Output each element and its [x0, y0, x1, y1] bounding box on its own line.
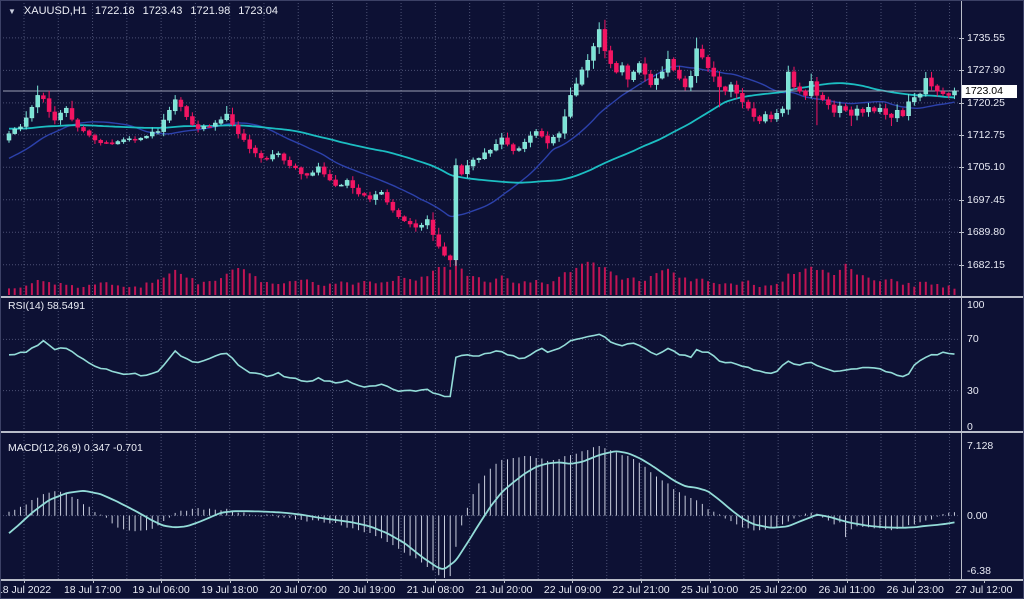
time-axis-label: 18 Jul 2022: [0, 584, 52, 596]
time-axis-label: 22 Jul 21:00: [612, 584, 670, 596]
time-axis-label: 20 Jul 07:00: [269, 584, 327, 596]
time-axis-tick: [161, 579, 163, 583]
chart-header: ▼ XAUUSD,H1 1722.18 1723.43 1721.98 1723…: [8, 5, 278, 17]
rsi-axis-label: 0: [967, 421, 973, 433]
time-axis-tick: [503, 579, 505, 583]
panel-separator[interactable]: [1, 296, 1023, 298]
symbol-timeframe-label: XAUUSD,H1: [23, 5, 87, 17]
chevron-down-icon[interactable]: ▼: [8, 6, 16, 16]
price-axis-label: 1697.45: [967, 193, 1005, 206]
time-axis-label: 25 Jul 10:00: [680, 584, 739, 596]
time-axis-tick: [846, 579, 848, 583]
rsi-axis-label: 100: [967, 299, 985, 311]
price-axis-tick: [959, 167, 964, 169]
time-axis-tick: [298, 579, 300, 583]
macd-axis-label: 0.00: [967, 509, 988, 522]
time-axis-label: 21 Jul 20:00: [475, 584, 533, 596]
price-axis-label: 1720.25: [967, 96, 1005, 109]
price-axis-tick: [959, 264, 964, 266]
time-axis-label: 25 Jul 22:00: [749, 584, 807, 596]
time-axis-label: 26 Jul 23:00: [886, 584, 944, 596]
price-axis-tick: [959, 102, 964, 104]
price-axis-tick: [959, 70, 964, 72]
ohlc-close-value: 1723.04: [238, 5, 278, 17]
time-axis-label: 19 Jul 06:00: [132, 584, 190, 596]
time-axis-label: 26 Jul 11:00: [818, 584, 875, 596]
time-axis-tick: [572, 579, 574, 583]
time-axis-tick: [778, 579, 780, 583]
time-axis-tick: [435, 579, 437, 583]
price-axis-label: 1735.55: [967, 31, 1005, 44]
price-axis-tick: [959, 37, 964, 39]
price-axis-label: 1727.90: [967, 64, 1005, 77]
time-axis-tick: [709, 579, 711, 583]
ohlc-low-value: 1721.98: [190, 5, 231, 17]
axis-separator: [961, 1, 962, 579]
time-axis-label: 20 Jul 19:00: [338, 584, 396, 596]
time-axis-tick: [915, 579, 917, 583]
price-axis-label: 1689.80: [967, 226, 1005, 239]
rsi-axis-label: 30: [967, 384, 979, 397]
ohlc-open-value: 1722.18: [94, 5, 135, 17]
panel-separator[interactable]: [1, 579, 1023, 581]
ohlc-high-value: 1723.43: [142, 5, 183, 17]
price-axis-tick: [959, 199, 964, 201]
time-axis-tick: [92, 579, 94, 583]
price-axis-label: 1705.10: [967, 161, 1005, 174]
macd-axis-label: 7.128: [967, 440, 994, 452]
price-axis-label: 1712.75: [967, 128, 1005, 141]
time-axis-label: 21 Jul 08:00: [406, 584, 464, 596]
panel-separator[interactable]: [1, 431, 1023, 433]
current-price-tag: 1723.04: [962, 84, 1017, 98]
time-axis-tick: [366, 579, 368, 583]
time-axis-label: 19 Jul 18:00: [201, 584, 259, 596]
price-axis-label: 1682.15: [967, 258, 1005, 271]
time-axis-tick: [24, 579, 25, 583]
time-axis-tick: [983, 579, 985, 583]
time-axis-label: 22 Jul 09:00: [543, 584, 602, 596]
time-axis-label: 18 Jul 17:00: [63, 584, 122, 596]
rsi-axis-label: 70: [967, 333, 979, 346]
time-axis-tick: [641, 579, 643, 583]
macd-axis-label: -6.38: [967, 565, 991, 577]
rsi-indicator-label: RSI(14) 58.5491: [8, 300, 86, 312]
macd-indicator-label: MACD(12,26,9) 0.347 -0.701: [8, 442, 143, 454]
time-axis-tick: [229, 579, 231, 583]
price-axis-tick: [959, 134, 964, 136]
time-axis-label: 27 Jul 12:00: [955, 584, 1013, 596]
price-axis-tick: [959, 232, 964, 234]
